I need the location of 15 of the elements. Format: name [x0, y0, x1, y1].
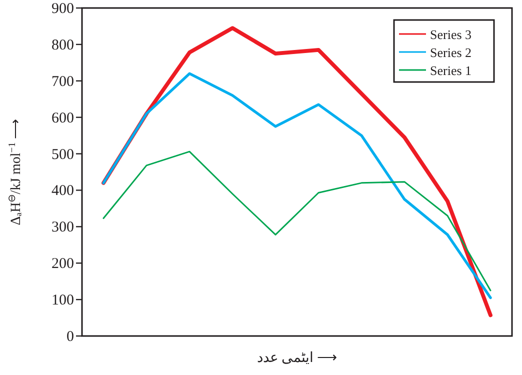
legend-label: Series 1 [430, 63, 472, 78]
line-series [102, 150, 492, 292]
y-tick-label: 900 [52, 1, 74, 17]
y-tick-label: 700 [52, 74, 74, 90]
y-tick-label: 600 [52, 110, 74, 126]
y-tick-label: 300 [52, 220, 74, 236]
legend-label: Series 3 [430, 27, 472, 42]
y-tick-label: 100 [52, 292, 74, 309]
x-axis-title: ایٹمی عدد ⟶ [257, 351, 337, 366]
y-tick-label: 200 [52, 256, 74, 272]
y-tick-label: 0 [66, 329, 74, 345]
y-tick-label: 400 [52, 183, 74, 200]
y-tick-label: 500 [52, 146, 74, 163]
legend-label: Series 2 [430, 45, 472, 60]
y-tick-label: 800 [52, 37, 74, 54]
